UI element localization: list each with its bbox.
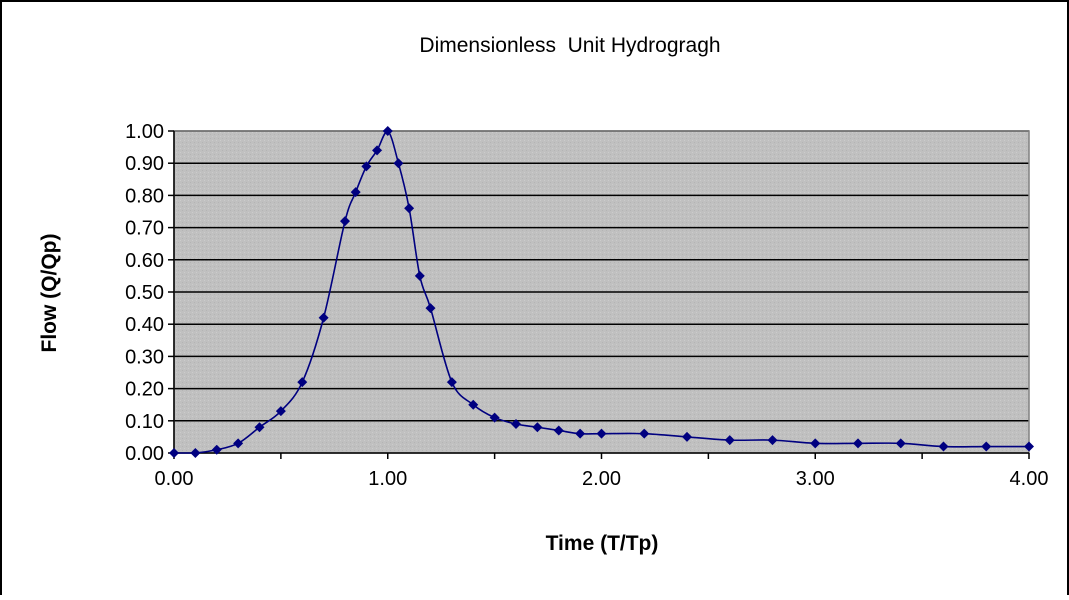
y-tick-label: 0.30 [125,346,164,368]
data-point [575,428,586,439]
data-point [981,441,992,452]
data-point [211,444,222,455]
y-tick-label: 0.60 [125,250,164,272]
data-point [275,406,286,417]
data-point [393,158,404,169]
data-point [489,412,500,423]
data-point [938,441,949,452]
data-point [340,216,350,227]
x-tick-label: 2.00 [582,468,621,490]
data-point [254,422,265,433]
data-point [853,438,863,449]
y-tick-label: 0.20 [125,379,164,401]
gridlines [173,130,1030,454]
data-point [350,187,361,198]
data-point [532,422,543,433]
y-axis: 0.00 0.10 0.20 0.30 0.40 0.50 0.60 0.70 0.80 0.90… [125,121,175,465]
data-point [318,312,329,323]
data-point [511,419,521,430]
data-point [361,161,372,172]
data-point [724,435,735,446]
x-tick-label: 4.00 [1010,468,1049,490]
data-point [382,126,393,136]
y-tick-label: 0.50 [125,282,164,304]
x-axis-title: Time (T/Tp) [546,532,659,555]
data-point [233,438,244,449]
y-tick-label: 0.40 [125,314,164,336]
data-point [404,203,415,214]
y-tick-label: 0.90 [125,153,164,175]
data-point [190,448,201,458]
data-point [468,399,479,410]
data-point [767,435,778,446]
x-axis: 0.00 1.00 2.00 3.00 4.00 [155,452,1049,490]
data-point [372,145,383,156]
y-tick-label: 1.00 [125,121,164,143]
data-point [895,438,906,449]
data-point [425,303,436,314]
data-point [810,438,821,449]
x-tick-label: 3.00 [796,468,835,490]
data-point [682,431,692,442]
y-tick-label: 0.70 [125,218,164,240]
series-flow [169,126,1034,458]
chart-title: Dimensionless Unit Hydrogragh [419,34,720,57]
series-line [173,130,1029,454]
data-point [553,425,564,436]
data-point [414,270,425,281]
data-point [639,428,650,439]
x-tick-label: 1.00 [368,468,407,490]
data-point [446,377,457,388]
data-point [596,428,607,439]
y-tick-label: 0.00 [125,443,164,465]
data-point [1024,441,1034,452]
data-point [169,448,179,458]
y-tick-label: 0.10 [125,411,164,433]
y-axis-title: Flow (Q/Qp) [38,234,61,353]
data-point [297,377,308,388]
x-tick-label: 0.00 [155,468,194,490]
y-tick-label: 0.80 [125,185,164,207]
